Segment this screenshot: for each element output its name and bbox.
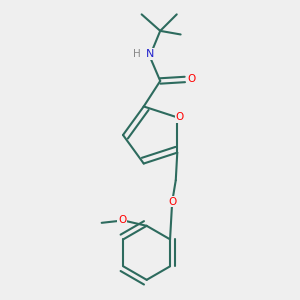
Text: O: O bbox=[175, 112, 184, 122]
Text: O: O bbox=[118, 215, 126, 225]
Text: H: H bbox=[133, 49, 141, 59]
Text: N: N bbox=[146, 49, 154, 59]
Text: O: O bbox=[168, 197, 176, 207]
Text: O: O bbox=[187, 74, 196, 85]
